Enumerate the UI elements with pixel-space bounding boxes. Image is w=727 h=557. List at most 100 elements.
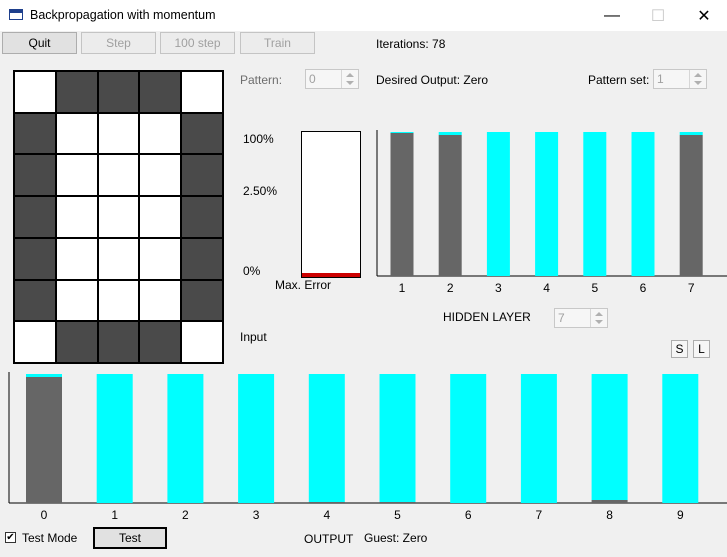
pattern-spinner[interactable]: 0 [305,69,359,89]
bar-label-2: 2 [447,281,454,295]
input-cell[interactable] [98,197,139,237]
input-cell[interactable] [98,113,139,154]
input-cell[interactable] [15,72,55,112]
bar-label-9: 9 [677,508,684,520]
window-title: Backpropagation with momentum [30,8,216,22]
input-cell[interactable] [15,322,55,362]
input-cell[interactable] [15,197,55,237]
bar-label-0: 0 [41,508,48,520]
bar-inactive-1 [390,132,414,133]
bar-active-7 [679,135,703,276]
input-cell[interactable] [140,238,181,279]
input-cell[interactable] [140,197,181,237]
bar-inactive-4 [535,132,559,276]
bar-inactive-5 [583,132,607,276]
input-cell[interactable] [56,72,97,112]
input-cell[interactable] [140,113,181,154]
bar-label-3: 3 [253,508,260,520]
bar-inactive-6 [450,374,487,503]
pattern-set-spinner[interactable]: 1 [653,69,707,89]
input-cell[interactable] [140,155,181,196]
input-label: Input [240,330,267,344]
input-cell[interactable] [182,155,222,196]
bar-inactive-2 [167,374,204,503]
bar-active-4 [308,502,345,503]
bar-label-4: 4 [323,508,330,520]
output-layer-chart: 0 1 2 3 4 5 6 7 8 9 [8,372,727,520]
bar-inactive-9 [662,374,699,503]
bar-inactive-6 [631,132,655,276]
spinner-arrows-icon[interactable] [590,309,607,327]
bar-active-1 [390,133,414,276]
error-tick-top: 100% [243,132,274,146]
input-cell[interactable] [182,238,222,279]
input-cell[interactable] [15,238,55,279]
maximize-button[interactable]: ☐ [650,7,666,25]
input-cell[interactable] [182,197,222,237]
bar-label-3: 3 [495,281,502,295]
test-button[interactable]: Test [93,527,167,549]
input-pattern-grid[interactable] [13,70,224,364]
input-cell[interactable] [15,113,55,154]
input-cell[interactable] [98,72,139,112]
bar-label-6: 6 [465,508,472,520]
load-l-button[interactable]: L [693,340,710,358]
bar-label-1: 1 [111,508,118,520]
bar-inactive-3 [486,132,510,276]
bar-label-4: 4 [543,281,550,295]
save-s-button[interactable]: S [671,340,688,358]
input-cell[interactable] [182,72,222,112]
input-cell[interactable] [98,155,139,196]
hidden-layer-label: HIDDEN LAYER [443,310,531,324]
input-cell[interactable] [140,72,181,112]
input-cell[interactable] [56,238,97,279]
bar-active-0 [26,377,62,503]
bar-label-7: 7 [536,508,543,520]
step-100-button[interactable]: 100 step [160,32,235,54]
test-mode-checkbox[interactable]: ✔ [5,532,16,543]
test-mode-label: Test Mode [22,531,78,545]
input-cell[interactable] [15,280,55,321]
input-cell[interactable] [182,322,222,362]
pattern-set-label: Pattern set: [588,73,650,87]
input-cell[interactable] [182,280,222,321]
train-button[interactable]: Train [240,32,315,54]
bar-inactive-7 [520,374,557,503]
input-cell[interactable] [15,155,55,196]
close-button[interactable]: ✕ [697,7,711,25]
bar-active-5 [379,502,416,503]
bar-inactive-3 [238,374,275,503]
input-cell[interactable] [98,280,139,321]
step-button[interactable]: Step [81,32,156,54]
input-cell[interactable] [56,155,97,196]
title-bar: Backpropagation with momentum — ☐ ✕ [0,0,727,31]
minimize-button[interactable]: — [604,6,620,24]
error-tick-mid: 2.50% [243,184,278,198]
bar-inactive-8 [591,374,628,500]
spinner-arrows-icon[interactable] [341,70,358,88]
bar-active-2 [438,135,462,276]
quit-button[interactable]: Quit [2,32,77,54]
input-cell[interactable] [56,280,97,321]
input-cell[interactable] [56,113,97,154]
max-error-gauge [301,131,361,278]
max-error-label: Max. Error [275,278,332,292]
bar-label-7: 7 [688,281,695,295]
max-error-fill [302,273,360,277]
input-cell[interactable] [56,197,97,237]
output-label: OUTPUT [304,532,354,546]
pattern-label: Pattern: [240,73,283,87]
error-tick-bottom: 0% [243,264,261,278]
input-cell[interactable] [56,322,97,362]
hidden-count-spinner[interactable]: 7 [554,308,608,328]
input-cell[interactable] [182,113,222,154]
input-cell[interactable] [98,238,139,279]
hidden-layer-chart: 1 2 3 4 5 6 7 [376,130,727,295]
bar-inactive-1 [96,374,133,503]
input-cell[interactable] [98,322,139,362]
input-cell[interactable] [140,322,181,362]
spinner-arrows-icon[interactable] [689,70,706,88]
pattern-value: 0 [309,72,316,86]
input-cell[interactable] [140,280,181,321]
bar-label-8: 8 [606,508,613,520]
